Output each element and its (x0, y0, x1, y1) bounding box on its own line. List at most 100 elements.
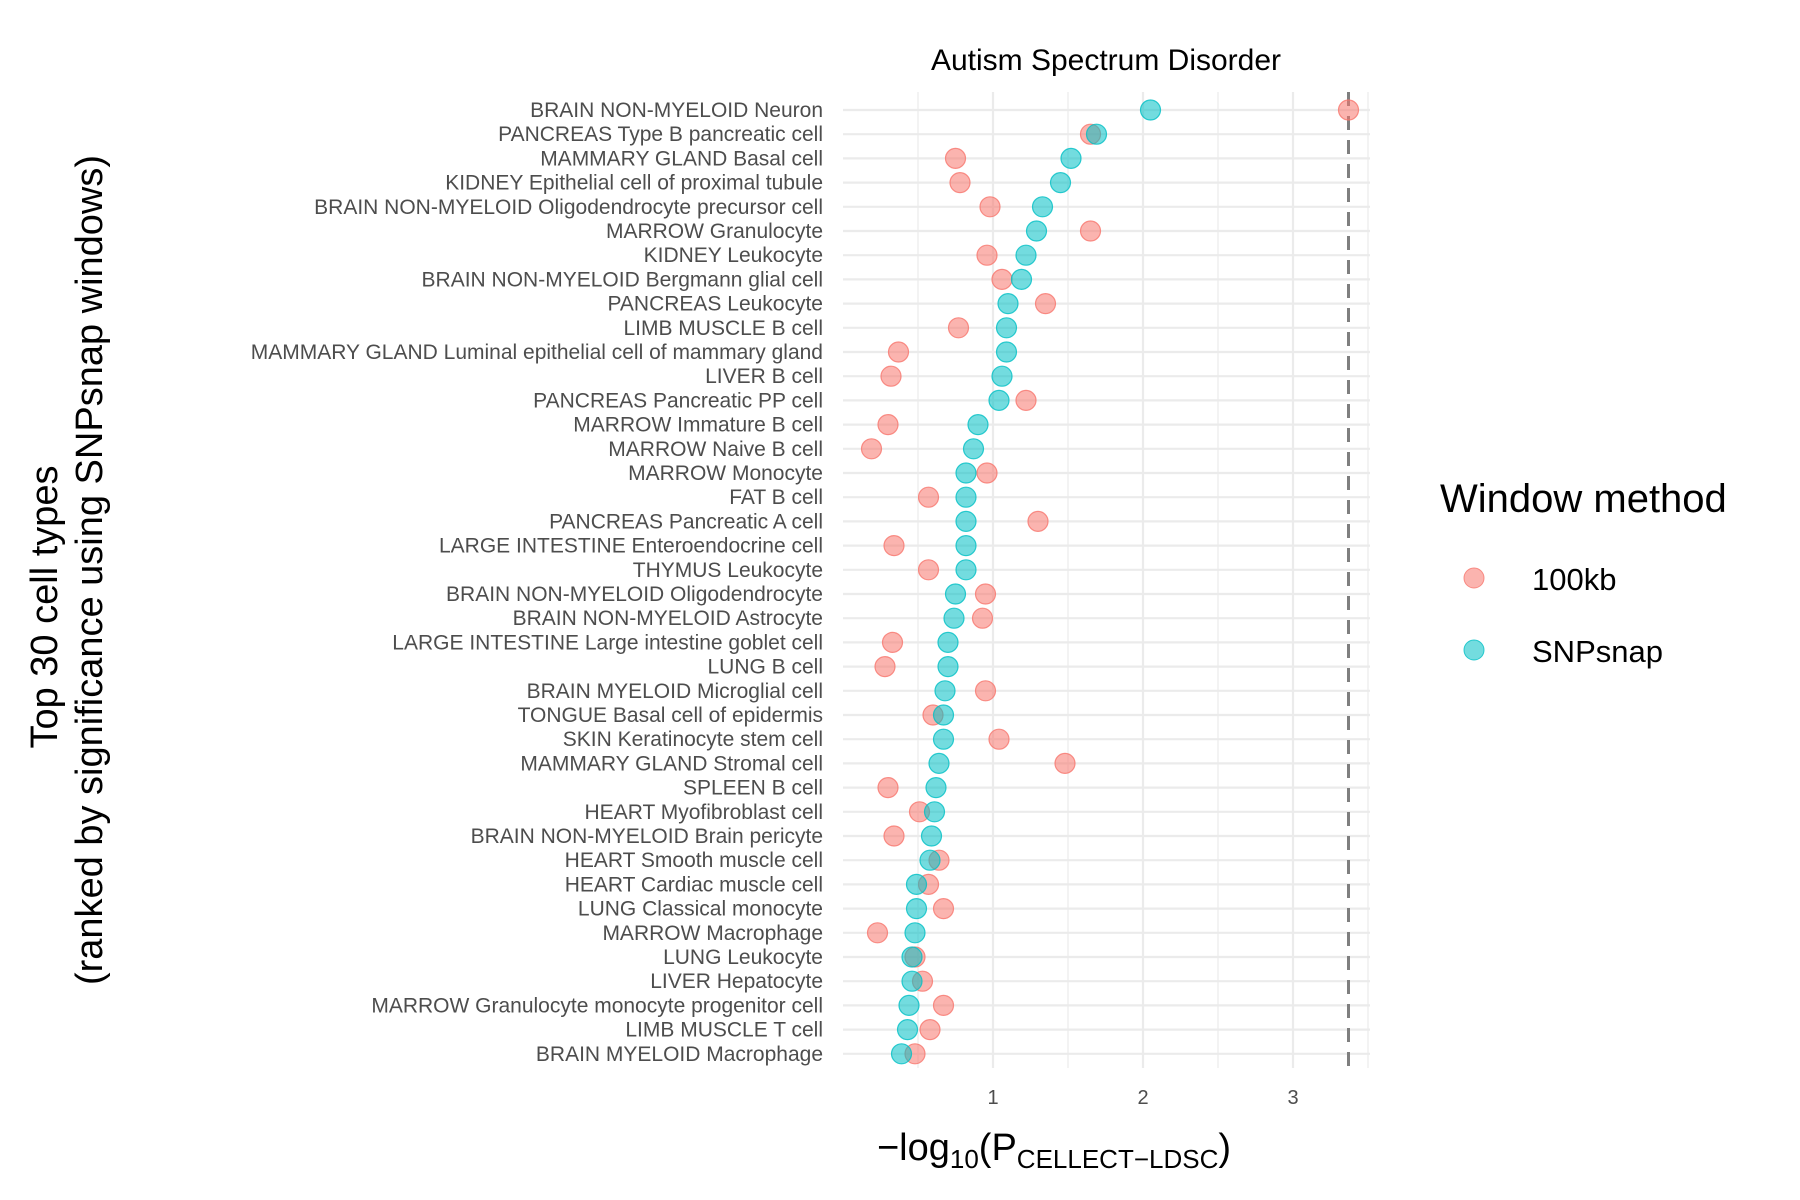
point-100kb (1337, 99, 1360, 121)
point-snpsnap (1010, 268, 1033, 290)
legend-title: Window method (1440, 477, 1727, 521)
legend-label-100kb: 100kb (1532, 562, 1616, 597)
point-snpsnap (905, 897, 928, 920)
point-snpsnap (967, 414, 989, 436)
category-label: LARGE INTESTINE Large intestine goblet c… (392, 631, 823, 654)
category-label: MAMMARY GLAND Luminal epithelial cell of… (251, 341, 823, 364)
y-axis-title-line2: (ranked by significance using SNPsnap wi… (69, 155, 111, 985)
x-tick-label: 2 (1137, 1087, 1148, 1109)
category-label: MARROW Macrophage (602, 922, 823, 945)
point-100kb (866, 922, 889, 944)
legend: Window method 100kb SNPsnap (1440, 477, 1727, 669)
category-label: MARROW Granulocyte monocyte progenitor c… (371, 994, 823, 1017)
category-label: LARGE INTESTINE Enteroendocrine cell (439, 535, 823, 558)
point-snpsnap (904, 922, 926, 944)
x-axis-title-prefix: −log (877, 1127, 950, 1169)
grid (843, 92, 1370, 1068)
category-label: BRAIN NON-MYELOID Bergmann glial cell (422, 268, 823, 291)
point-100kb (880, 365, 902, 387)
point-100kb (1054, 752, 1076, 775)
category-label: PANCREAS Leukocyte (607, 293, 823, 316)
point-snpsnap (988, 389, 1010, 411)
category-label: TONGUE Basal cell of epidermis (518, 704, 823, 727)
point-100kb (883, 534, 905, 557)
point-snpsnap (943, 607, 965, 629)
point-snpsnap (997, 293, 1019, 315)
category-label: BRAIN NON-MYELOID Brain pericyte (471, 825, 823, 848)
point-100kb (976, 244, 998, 266)
point-snpsnap (932, 728, 955, 750)
category-label: HEART Myofibroblast cell (585, 801, 823, 824)
point-100kb (944, 147, 967, 169)
point-snpsnap (1139, 99, 1162, 121)
category-label: PANCREAS Type B pancreatic cell (498, 123, 823, 146)
point-snpsnap (1049, 172, 1072, 194)
category-label: BRAIN NON-MYELOID Neuron (530, 99, 823, 122)
category-label: BRAIN NON-MYELOID Astrocyte (513, 607, 823, 630)
point-100kb (979, 196, 1001, 218)
legend-label-snpsnap: SNPsnap (1532, 634, 1663, 669)
points (860, 99, 1360, 1065)
point-snpsnap (901, 970, 923, 992)
point-snpsnap (932, 704, 955, 726)
point-snpsnap (937, 631, 959, 654)
point-snpsnap (955, 486, 977, 508)
category-label: MARROW Immature B cell (573, 414, 823, 437)
category-label: HEART Smooth muscle cell (565, 849, 823, 872)
category-label: MAMMARY GLAND Stromal cell (520, 752, 823, 775)
point-snpsnap (919, 849, 941, 871)
point-100kb (1034, 293, 1057, 315)
category-label: LIMB MUSCLE T cell (625, 1019, 823, 1042)
category-label: KIDNEY Leukocyte (644, 244, 823, 267)
x-axis-title: −log10(PCELLECT−LDSC) (877, 1127, 1231, 1174)
point-snpsnap (923, 801, 946, 823)
point-snpsnap (934, 680, 956, 702)
category-label: LIVER B cell (705, 365, 823, 388)
x-tick-label: 3 (1287, 1087, 1298, 1109)
point-snpsnap (955, 534, 977, 557)
category-label: THYMUS Leukocyte (633, 559, 823, 582)
point-snpsnap (991, 365, 1013, 387)
category-label: LUNG B cell (707, 656, 823, 679)
category-label: MARROW Granulocyte (606, 220, 823, 243)
point-100kb (881, 631, 904, 654)
legend-key-snpsnap (1463, 639, 1485, 661)
point-snpsnap (1031, 196, 1054, 218)
point-snpsnap (901, 946, 923, 968)
point-snpsnap (925, 776, 947, 799)
point-100kb (1015, 389, 1037, 411)
point-snpsnap (898, 994, 920, 1017)
point-100kb (1079, 220, 1102, 242)
chart-title: Autism Spectrum Disorder (931, 44, 1281, 77)
category-label: SPLEEN B cell (683, 777, 823, 800)
point-100kb (949, 172, 971, 194)
point-100kb (991, 268, 1013, 290)
legend-key-100kb (1463, 567, 1485, 589)
point-100kb (976, 462, 998, 484)
point-snpsnap (1060, 147, 1082, 169)
category-label: LUNG Classical monocyte (578, 898, 823, 921)
x-axis-title-sub2: CELLECT−LDSC (1017, 1144, 1219, 1174)
point-100kb (947, 317, 970, 339)
point-100kb (974, 680, 997, 702)
category-label: BRAIN MYELOID Microglial cell (527, 680, 823, 703)
point-snpsnap (890, 1043, 913, 1065)
category-label: MARROW Naive B cell (608, 438, 823, 461)
category-label: MARROW Monocyte (628, 462, 823, 485)
point-100kb (1027, 510, 1049, 533)
point-snpsnap (962, 438, 985, 460)
point-snpsnap (955, 559, 977, 581)
point-snpsnap (937, 655, 959, 678)
category-label: SKIN Keratinocyte stem cell (563, 728, 823, 751)
point-100kb (874, 655, 896, 678)
x-axis-title-close: ) (1218, 1127, 1231, 1169)
point-snpsnap (955, 510, 977, 533)
point-snpsnap (1015, 244, 1037, 266)
y-axis-title-line1: Top 30 cell types (24, 465, 66, 748)
point-100kb (919, 1018, 941, 1041)
point-100kb (932, 897, 955, 920)
point-snpsnap (955, 462, 977, 484)
point-100kb (917, 486, 940, 508)
point-100kb (974, 583, 997, 605)
